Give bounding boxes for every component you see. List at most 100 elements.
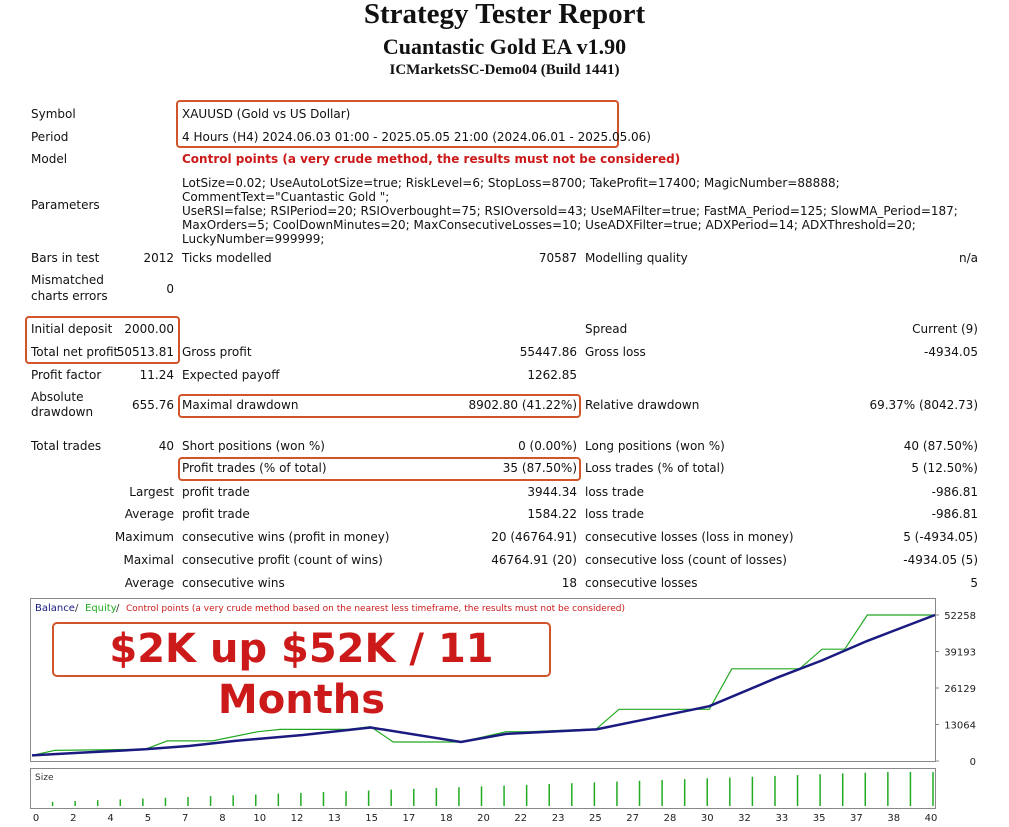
model-label: Model	[31, 152, 68, 166]
x-tick-label: 12	[291, 813, 304, 824]
profit-trades-label: Profit trades (% of total)	[182, 461, 327, 475]
main-plot-frame	[30, 598, 936, 762]
ticks-label: Ticks modelled	[182, 251, 272, 265]
spread-label: Spread	[585, 322, 628, 336]
parameters-line: LotSize=0.02; UseAutoLotSize=true; RiskL…	[182, 176, 840, 204]
absolute-drawdown-label: Absolute	[31, 390, 84, 404]
y-tick-label: 26129	[944, 684, 976, 695]
max-consecutive-losses-label: consecutive losses (loss in money)	[585, 530, 794, 544]
max-consecutive-losses-value: 5 (-4934.05)	[903, 530, 978, 544]
relative-drawdown-label: Relative drawdown	[585, 398, 700, 412]
absolute-drawdown-label-2: drawdown	[31, 405, 94, 419]
gross-loss-label: Gross loss	[585, 345, 646, 359]
x-tick-label: 13	[328, 813, 341, 824]
maximal-drawdown-value: 8902.80 (41.22%)	[468, 398, 577, 412]
size-label: Size	[35, 773, 54, 783]
server-build: ICMarketsSC-Demo04 (Build 1441)	[389, 62, 620, 78]
parameters-label: Parameters	[31, 198, 100, 212]
average-consecutive-label: Average	[124, 576, 174, 590]
x-tick-label: 17	[403, 813, 416, 824]
x-tick-label: 4	[107, 813, 113, 824]
long-positions-value: 40 (87.50%)	[903, 439, 978, 453]
profit-factor-value: 11.24	[139, 368, 174, 382]
legend-balance: Balance	[35, 603, 75, 614]
parameters-value: LotSize=0.02; UseAutoLotSize=true; RiskL…	[182, 176, 982, 246]
parameters-line: UseRSI=false; RSIPeriod=20; RSIOverbough…	[182, 204, 958, 218]
x-tick-label: 20	[477, 813, 490, 824]
parameters-line: MaxOrders=5; CoolDownMinutes=20; MaxCons…	[182, 218, 916, 232]
deposit-value: 2000.00	[124, 322, 174, 336]
x-tick-label: 38	[887, 813, 900, 824]
average-loss-trade-label: loss trade	[585, 507, 644, 521]
x-tick-label: 7	[182, 813, 188, 824]
quality-value: n/a	[958, 251, 978, 265]
x-tick-label: 28	[664, 813, 677, 824]
symbol-value: XAUUSD (Gold vs US Dollar)	[182, 107, 351, 121]
quality-label: Modelling quality	[585, 251, 688, 265]
period-label: Period	[31, 130, 69, 144]
largest-profit-trade-label: profit trade	[182, 485, 250, 499]
largest-label: Largest	[129, 485, 174, 499]
size-bars	[51, 772, 934, 806]
largest-loss-trade-value: -986.81	[931, 485, 978, 499]
x-tick-label: 30	[701, 813, 714, 824]
balance-line	[31, 613, 936, 757]
x-tick-label: 25	[589, 813, 602, 824]
bars-label: Bars in test	[31, 251, 100, 265]
x-tick-label: 37	[850, 813, 863, 824]
average-label: Average	[124, 507, 174, 521]
model-value: Control points (a very crude method, the…	[182, 152, 681, 166]
total-trades-value: 40	[158, 439, 174, 453]
legend-sep: /	[75, 603, 79, 614]
maximal-consecutive-profit-value: 46764.91 (20)	[491, 553, 577, 567]
x-axis: 0 2 4 5 7 8 10 12 13 15 17 18 20 22 23 25 27 28 30 32 33 35 37…	[33, 813, 938, 824]
x-tick-label: 8	[219, 813, 225, 824]
net-profit-value: 50513.81	[116, 345, 174, 359]
x-tick-label: 0	[33, 813, 39, 824]
x-tick-label: 18	[440, 813, 453, 824]
gross-profit-value: 55447.86	[519, 345, 577, 359]
loss-trades-label: Loss trades (% of total)	[585, 461, 725, 475]
largest-loss-trade-label: loss trade	[585, 485, 644, 499]
avg-consecutive-wins-value: 18	[561, 576, 577, 590]
largest-profit-trade-value: 3944.34	[527, 485, 577, 499]
promo-banner: $2K up $52K / 11 Months	[52, 622, 551, 723]
symbol-period-highlight	[176, 100, 619, 148]
x-tick-label: 40	[925, 813, 938, 824]
series-lines	[31, 613, 936, 757]
legend-sep: /	[116, 603, 120, 614]
total-trades-label: Total trades	[31, 439, 102, 453]
spread-value: Current (9)	[912, 322, 978, 336]
x-tick-label: 10	[253, 813, 266, 824]
max-drawdown-highlight	[178, 394, 581, 418]
long-positions-label: Long positions (won %)	[585, 439, 725, 453]
x-tick-label: 5	[145, 813, 151, 824]
ea-name: Cuantastic Gold EA v1.90	[382, 34, 627, 59]
deposit-label: Initial deposit	[31, 322, 113, 336]
x-tick-label: 22	[514, 813, 527, 824]
symbol-label: Symbol	[31, 107, 76, 121]
ticks-value: 70587	[538, 251, 577, 265]
maximal-label: Maximal	[123, 553, 174, 567]
y-tick-label: 13064	[944, 721, 976, 732]
deposit-profit-highlight	[25, 316, 180, 364]
gross-loss-value: -4934.05	[924, 345, 978, 359]
expected-payoff-value: 1262.85	[527, 368, 577, 382]
average-profit-trade-value: 1584.22	[527, 507, 577, 521]
parameters-line: LuckyNumber=999999;	[182, 232, 325, 246]
short-positions-value: 0 (0.00%)	[518, 439, 577, 453]
relative-drawdown-value: 69.37% (8042.73)	[869, 398, 978, 412]
profit-factor-label: Profit factor	[31, 368, 102, 382]
maximal-drawdown-label: Maximal drawdown	[182, 398, 299, 412]
max-consecutive-wins-value: 20 (46764.91)	[491, 530, 577, 544]
x-tick-label: 2	[70, 813, 76, 824]
loss-trades-value: 5 (12.50%)	[911, 461, 978, 475]
x-tick-label: 15	[365, 813, 378, 824]
profit-trades-value: 35 (87.50%)	[502, 461, 577, 475]
avg-consecutive-losses-value: 5	[970, 576, 978, 590]
maximal-consecutive-profit-label: consecutive profit (count of wins)	[182, 553, 383, 567]
expected-payoff-label: Expected payoff	[182, 368, 280, 382]
mismatch-value: 0	[166, 282, 174, 296]
y-tick-label: 52258	[944, 611, 976, 622]
avg-consecutive-wins-label: consecutive wins	[182, 576, 285, 590]
